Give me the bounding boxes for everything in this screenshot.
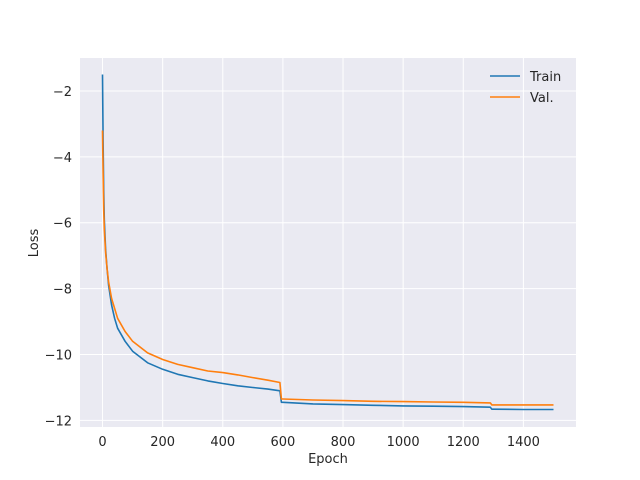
y-tick-label: −4 [53, 151, 72, 166]
x-tick-label: 800 [331, 435, 356, 450]
x-tick-label: 0 [98, 435, 106, 450]
x-tick-label: 1200 [447, 435, 480, 450]
x-tick-labels: 0 200 400 600 800 1000 1200 1400 [98, 435, 540, 450]
legend-label: Train [529, 70, 561, 85]
x-tick-label: 600 [270, 435, 295, 450]
y-axis-label: Loss [27, 229, 42, 258]
plot-area [80, 58, 576, 427]
legend-label: Val. [530, 91, 554, 106]
x-tick-label: 1400 [507, 435, 540, 450]
y-tick-label: −12 [45, 414, 72, 429]
x-tick-label: 200 [150, 435, 175, 450]
y-tick-label: −8 [53, 283, 72, 298]
grid [80, 58, 576, 427]
y-tick-label: −10 [45, 349, 72, 364]
series-line-val [101, 130, 554, 406]
y-tick-label: −2 [53, 85, 72, 100]
y-tick-label: −6 [53, 217, 72, 232]
x-tick-label: 400 [210, 435, 235, 450]
y-tick-labels: −12 −10 −8 −6 −4 −2 [45, 85, 72, 429]
x-axis-label: Epoch [308, 452, 348, 467]
series-lines [101, 74, 554, 411]
legend: Train Val. [490, 70, 561, 106]
x-tick-label: 1000 [387, 435, 420, 450]
